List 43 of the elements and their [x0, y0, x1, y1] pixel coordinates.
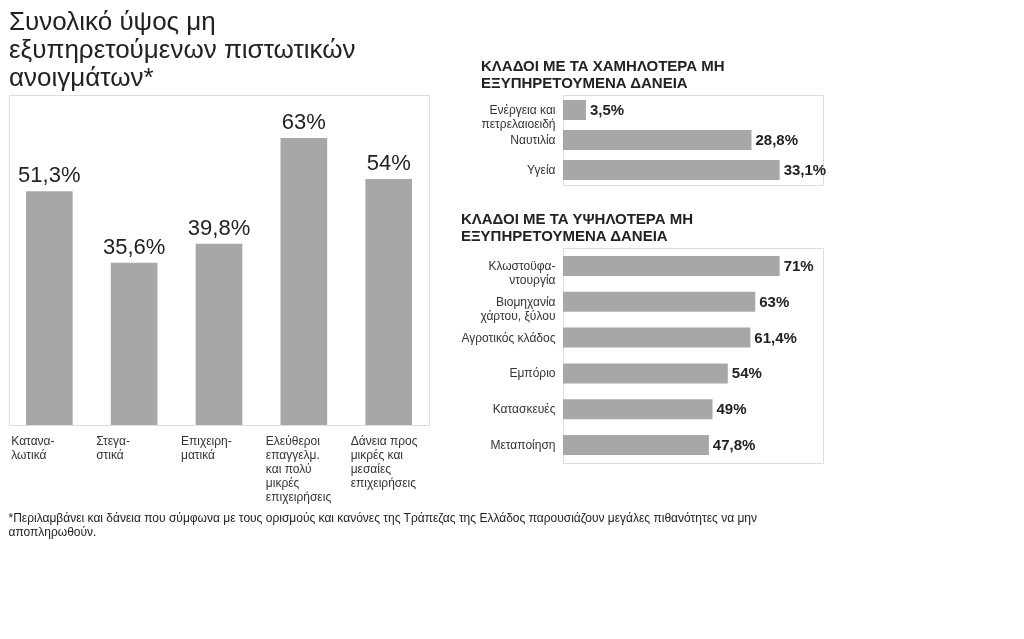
- data-label: 3,5%: [589, 101, 625, 118]
- bar: [563, 327, 751, 348]
- y-tick-label: Ναυτιλία: [510, 133, 556, 147]
- y-tick-label: Ενέργεια και πετρελαιοειδή: [481, 103, 556, 131]
- data-label: 47,8%: [712, 436, 756, 454]
- text: *Περιλαμβάνει και δάνεια που σύμφωνα με τους ορισμούς και κανόνες της Τράπεζας της Ελλάδος παρουσιάζουν μεγάλες πιθανότητες να μην αποπληρωθούν.: [8, 510, 758, 539]
- bar: [563, 291, 756, 312]
- data-label: 35,6%: [102, 233, 166, 259]
- data-label: 61,4%: [754, 328, 797, 346]
- y-tick-label: Κλωστοϋφα- ντουργία: [488, 258, 556, 287]
- x-tick-label: Δάνεια προς μικρές και μεσαίες επιχειρήσεις: [350, 433, 418, 490]
- bar: [195, 243, 243, 425]
- x-tick-label: Στεγα- στικά: [96, 433, 131, 462]
- bar: [563, 399, 713, 420]
- data-label: 33,1%: [783, 161, 827, 178]
- data-label: 28,8%: [755, 131, 799, 148]
- data-label: 63%: [281, 109, 326, 135]
- chart-title: Συνολικό ύψος μη εξυπηρετούμενων πιστωτικών ανοιγμάτων*: [9, 6, 356, 92]
- data-label: 39,8%: [187, 214, 251, 240]
- y-tick-label: Κατασκευές: [492, 402, 556, 417]
- x-tick-label: Επιχειρη- ματικά: [181, 433, 232, 462]
- chart-title: ΚΛΑΔΟΙ ΜΕ ΤΑ ΧΑΜΗΛΟΤΕΡΑ ΜΗ ΕΞΥΠΗΡΕΤΟΥΜΕΝΑ ΔΑΝΕΙΑ: [480, 57, 725, 91]
- data-label: 49%: [716, 400, 747, 418]
- y-tick-label: Αγροτικός κλάδος: [461, 330, 556, 345]
- bar: [563, 435, 709, 456]
- data-label: 54%: [731, 364, 762, 382]
- bar: [110, 262, 158, 425]
- data-label: 54%: [366, 150, 411, 176]
- y-tick-label: Εμπόριο: [509, 366, 556, 381]
- x-tick-label: Κατανα- λωτικά: [11, 433, 55, 462]
- data-label: 51,3%: [18, 162, 81, 188]
- x-tick-label: Ελεύθεροι επαγγελμ. και πολύ μικρές επιχειρήσεις: [265, 433, 332, 504]
- y-tick-label: Υγεία: [527, 163, 556, 177]
- bar: [563, 255, 780, 276]
- data-label: 71%: [783, 256, 814, 274]
- chart-title: ΚΛΑΔΟΙ ΜΕ ΤΑ ΥΨΗΛΟΤΕΡΑ ΜΗ ΕΞΥΠΗΡΕΤΟΥΜΕΝΑ ΔΑΝΕΙΑ: [460, 210, 694, 244]
- y-tick-label: Βιομηχανία χάρτου, ξύλου: [480, 294, 556, 323]
- data-label: 63%: [759, 292, 790, 310]
- bar: [25, 191, 73, 425]
- bar: [563, 363, 728, 384]
- y-tick-label: Μεταποίηση: [490, 438, 556, 453]
- bar: [365, 179, 413, 425]
- bar: [280, 138, 328, 425]
